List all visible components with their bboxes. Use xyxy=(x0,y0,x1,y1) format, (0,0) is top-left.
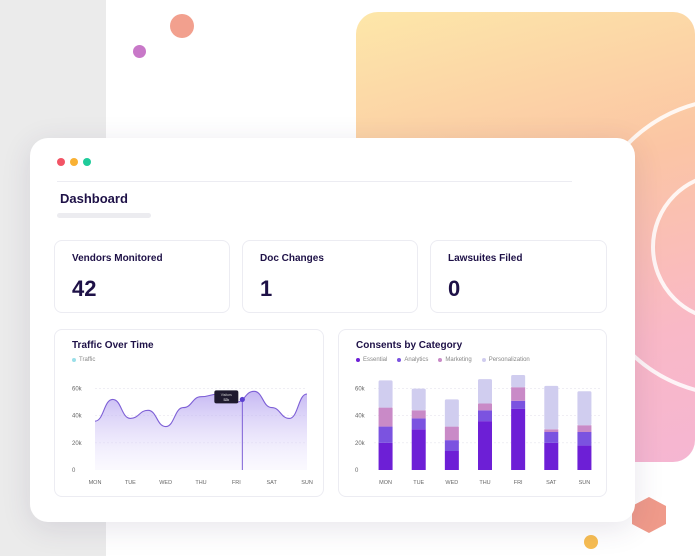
y-tick-label: 40k xyxy=(355,414,366,420)
consents-chart-card: Consents by Category Essential Analytics M… xyxy=(338,329,607,497)
bar-segment-marketing xyxy=(378,407,393,427)
bar-segment-marketing xyxy=(478,403,492,411)
highlight-point xyxy=(239,396,245,403)
x-tick-label: MON xyxy=(89,480,102,486)
stat-value: 1 xyxy=(260,276,273,301)
x-tick-label: FRI xyxy=(514,480,523,486)
y-tick-label: 60k xyxy=(72,387,83,393)
y-tick-label: 20k xyxy=(355,441,366,447)
x-tick-label: THU xyxy=(479,480,490,486)
x-tick-label: SUN xyxy=(301,480,313,486)
legend-label: Traffic xyxy=(79,357,96,363)
bar-segment-personalization xyxy=(511,375,526,388)
bar-segment-analytics xyxy=(444,440,459,451)
chart-title: Consents by Category xyxy=(356,340,463,351)
traffic-area xyxy=(95,391,307,470)
bar-segment-essential xyxy=(544,442,559,470)
page-title: Dashboard xyxy=(60,191,128,206)
tooltip-value: 52k xyxy=(223,398,229,402)
legend-dot xyxy=(397,358,402,362)
legend-item-traffic: Traffic xyxy=(72,357,95,363)
decorative-hexagon xyxy=(632,497,666,533)
window-close-button[interactable] xyxy=(57,158,65,166)
bar-segment-analytics xyxy=(411,418,426,430)
bar-segment-personalization xyxy=(378,380,393,408)
y-tick-label: 60k xyxy=(355,387,366,393)
bar-segment-analytics xyxy=(378,426,393,443)
dashboard-window: Dashboard Vendors Monitored 42 Doc Chang… xyxy=(30,138,635,522)
bar-segment-marketing xyxy=(544,429,559,432)
bar-segment-analytics xyxy=(511,400,526,409)
legend-dot xyxy=(356,358,360,362)
decorative-dot-purple xyxy=(133,45,146,58)
header-divider xyxy=(57,181,572,182)
x-tick-label: WED xyxy=(159,480,172,486)
x-tick-label: TUE xyxy=(125,480,136,486)
legend-item-analytics: Analytics xyxy=(397,357,428,363)
legend-dot xyxy=(481,358,486,362)
bar-segment-personalization xyxy=(544,385,559,430)
bar-segment-essential xyxy=(411,429,426,470)
y-tick-label: 0 xyxy=(355,468,359,474)
x-tick-label: SAT xyxy=(546,480,557,486)
bar-segment-personalization xyxy=(478,379,492,404)
decorative-dot-yellow xyxy=(584,535,598,549)
traffic-line xyxy=(94,390,308,428)
bar-segment-essential xyxy=(378,442,393,470)
bar-segment-essential xyxy=(444,451,459,470)
chart-title: Traffic Over Time xyxy=(72,340,154,351)
x-tick-label: SAT xyxy=(267,480,278,486)
stat-card-lawsuits[interactable]: Lawsuites Filed 0 xyxy=(430,240,607,313)
legend-label: Essential xyxy=(363,357,388,363)
stat-label: Lawsuites Filed xyxy=(448,253,523,264)
y-tick-label: 20k xyxy=(72,441,83,447)
x-tick-label: WED xyxy=(445,480,458,486)
window-minimize-button[interactable] xyxy=(70,158,78,166)
traffic-chart-card: Traffic Over Time Traffic 0 20k 40k 60k Visi… xyxy=(54,329,324,497)
decorative-dot-salmon xyxy=(170,14,194,38)
bar-segment-personalization xyxy=(411,388,426,411)
chart-legend: Essential Analytics Marketing Personalizati… xyxy=(356,357,530,363)
legend-dot xyxy=(72,358,76,362)
legend-label: Analytics xyxy=(404,357,429,363)
legend-item-personalization: Personalization xyxy=(481,357,530,363)
bar-segment-marketing xyxy=(411,410,426,419)
legend-label: Personalization xyxy=(488,357,530,363)
legend-item-essential: Essential xyxy=(356,357,387,363)
x-tick-label: FRI xyxy=(232,480,241,486)
window-maximize-button[interactable] xyxy=(83,158,91,166)
bar-segment-marketing xyxy=(511,387,526,401)
chart-legend: Traffic xyxy=(72,357,95,363)
x-tick-label: TUE xyxy=(413,480,424,486)
x-tick-label: THU xyxy=(195,480,206,486)
bar-segment-essential xyxy=(577,445,592,470)
x-tick-label: SUN xyxy=(579,480,591,486)
stat-label: Doc Changes xyxy=(260,253,324,264)
legend-dot xyxy=(438,358,443,362)
legend-item-marketing: Marketing xyxy=(438,357,472,363)
stat-card-vendors[interactable]: Vendors Monitored 42 xyxy=(54,240,230,313)
bar-segment-analytics xyxy=(577,432,592,446)
bar-segment-analytics xyxy=(478,410,492,422)
bar-segment-personalization xyxy=(444,399,459,427)
bar-segment-analytics xyxy=(544,432,559,443)
stat-value: 42 xyxy=(72,276,97,301)
x-tick-label: MON xyxy=(379,480,392,486)
stat-label: Vendors Monitored xyxy=(72,253,163,264)
bar-segment-essential xyxy=(511,408,526,470)
bar-segment-marketing xyxy=(577,425,592,432)
tooltip-box xyxy=(214,390,239,404)
legend-label: Marketing xyxy=(445,357,472,363)
stat-value: 0 xyxy=(448,276,461,301)
stat-card-doc-changes[interactable]: Doc Changes 1 xyxy=(242,240,418,313)
y-tick-label: 0 xyxy=(72,468,76,474)
y-tick-label: 40k xyxy=(72,414,83,420)
tooltip-label: Visitors xyxy=(221,393,232,397)
bar-segment-personalization xyxy=(577,391,592,426)
title-underline-placeholder xyxy=(57,213,151,218)
bar-segment-essential xyxy=(478,421,492,470)
bar-segment-marketing xyxy=(444,426,459,441)
consents-chart-plot[interactable]: 0 20k 40k 60k MON TUE WED THU FRI SAT SUN xyxy=(339,330,608,498)
